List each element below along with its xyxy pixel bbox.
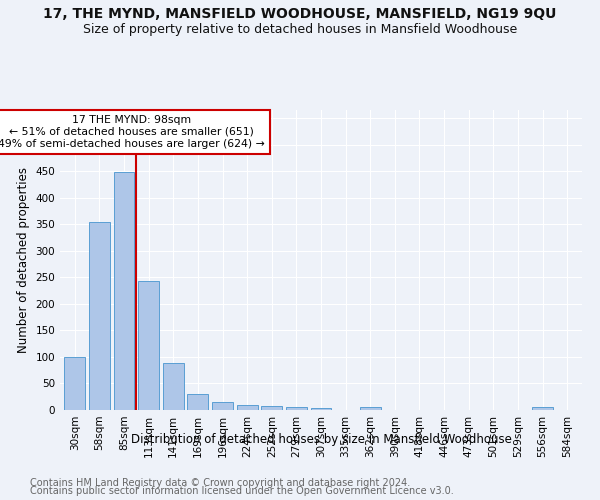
Text: 17, THE MYND, MANSFIELD WOODHOUSE, MANSFIELD, NG19 9QU: 17, THE MYND, MANSFIELD WOODHOUSE, MANSF… — [43, 8, 557, 22]
Text: Contains public sector information licensed under the Open Government Licence v3: Contains public sector information licen… — [30, 486, 454, 496]
Bar — [138, 281, 159, 410]
Bar — [64, 357, 85, 410]
Bar — [360, 407, 381, 410]
Bar — [236, 404, 257, 410]
Text: Size of property relative to detached houses in Mansfield Woodhouse: Size of property relative to detached ho… — [83, 22, 517, 36]
Bar — [163, 364, 184, 410]
Text: Contains HM Land Registry data © Crown copyright and database right 2024.: Contains HM Land Registry data © Crown c… — [30, 478, 410, 488]
Bar — [532, 408, 553, 410]
Bar — [113, 172, 134, 410]
Text: Distribution of detached houses by size in Mansfield Woodhouse: Distribution of detached houses by size … — [131, 432, 511, 446]
Bar — [286, 408, 307, 410]
Bar — [212, 402, 233, 410]
Text: 17 THE MYND: 98sqm
← 51% of detached houses are smaller (651)
49% of semi-detach: 17 THE MYND: 98sqm ← 51% of detached hou… — [0, 116, 265, 148]
Y-axis label: Number of detached properties: Number of detached properties — [17, 167, 30, 353]
Bar — [187, 394, 208, 410]
Bar — [311, 408, 331, 410]
Bar — [89, 222, 110, 410]
Bar — [261, 406, 282, 410]
